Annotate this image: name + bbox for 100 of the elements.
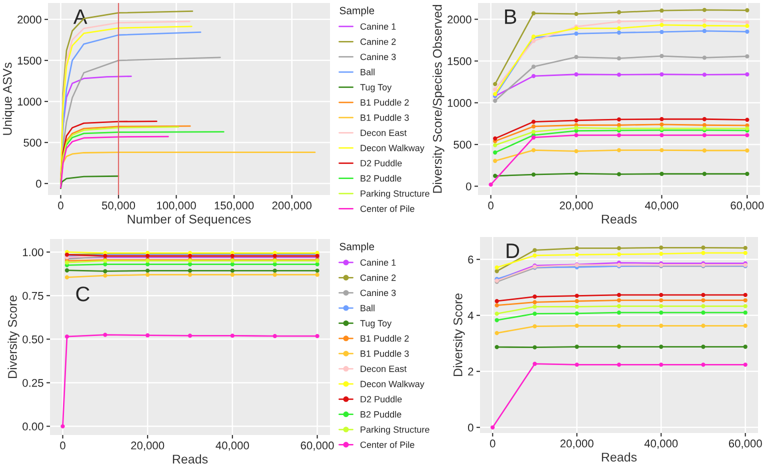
y-tick-label: 6 <box>468 256 474 264</box>
point <box>702 172 707 176</box>
x-tick-label: 200,000 <box>272 202 312 211</box>
x-tick-label: 20,000 <box>560 202 593 211</box>
point <box>315 268 320 273</box>
point <box>230 272 235 277</box>
point <box>745 148 750 153</box>
point <box>493 98 498 103</box>
point <box>616 298 622 302</box>
point <box>145 268 150 273</box>
point <box>574 133 578 138</box>
x-tick-label: 50,000 <box>102 202 136 211</box>
point <box>532 294 537 299</box>
legend-label: Canine 2 <box>360 274 396 281</box>
legend-label: B2 Puddle <box>360 174 402 182</box>
point <box>574 311 579 316</box>
legend-title: Sample <box>340 242 374 252</box>
point <box>743 362 748 367</box>
x-tick-label: 100,000 <box>157 202 196 211</box>
point <box>574 32 578 36</box>
point <box>702 24 707 28</box>
x-tick-label: 60,000 <box>728 440 762 449</box>
x-tick-label: 150,000 <box>214 202 254 211</box>
point <box>531 130 536 134</box>
legend-label: D2 Puddle <box>360 396 402 402</box>
x-tick-label: 0 <box>488 202 494 210</box>
y-tick-label: 2000 <box>448 16 472 24</box>
point <box>616 148 622 152</box>
annotation: C <box>76 286 90 302</box>
point <box>64 334 70 339</box>
point <box>531 172 536 177</box>
y-tick-label: 0.75 <box>22 292 44 300</box>
x-axis-title: Reads <box>602 214 637 224</box>
point <box>702 148 707 153</box>
legend-label: Parking Structure <box>360 426 430 435</box>
point <box>660 172 664 176</box>
point <box>660 22 664 28</box>
point <box>574 72 578 76</box>
point <box>145 333 150 338</box>
x-tick-label: 40,000 <box>644 202 678 211</box>
y-tick-label: 0.25 <box>22 379 44 387</box>
point <box>574 299 579 304</box>
point <box>531 135 536 140</box>
y-axis-title: Diversity Score <box>453 294 465 376</box>
point <box>574 118 578 123</box>
y-tick-label: 0 <box>466 182 472 190</box>
point <box>532 324 537 328</box>
point <box>64 268 70 272</box>
line-series <box>60 136 169 188</box>
point <box>743 298 748 302</box>
x-tick-label: 40,000 <box>644 440 678 449</box>
point <box>702 8 707 12</box>
point <box>660 117 664 122</box>
point <box>660 8 664 13</box>
legend-label: Decon East <box>360 366 407 372</box>
point <box>315 334 320 338</box>
x-axis-title: Reads <box>602 452 637 462</box>
point <box>230 334 235 338</box>
x-tick-label: 0 <box>60 442 66 450</box>
legend-label: Center of Pile <box>360 205 414 212</box>
point <box>660 148 664 152</box>
point <box>230 262 235 266</box>
point <box>702 18 707 23</box>
y-axis-title: Unique ASVs <box>2 62 14 135</box>
point <box>659 252 664 256</box>
point <box>574 126 578 130</box>
point <box>494 312 499 316</box>
y-tick-label: 4 <box>468 312 474 320</box>
point <box>103 269 108 274</box>
point <box>616 310 622 315</box>
y-axis-title: Diversity Score <box>8 296 20 378</box>
point <box>188 334 192 338</box>
y-axis-title: Diversity Score/Species Observed <box>432 4 444 193</box>
y-tick-label: 1.00 <box>22 248 44 256</box>
legend-label: Parking Structure <box>360 190 430 199</box>
x-tick-label: 20,000 <box>131 442 164 451</box>
point <box>616 172 622 176</box>
point <box>616 133 622 138</box>
point <box>616 252 622 256</box>
point <box>659 292 664 298</box>
y-tick-label: 1000 <box>448 99 472 107</box>
y-tick-label: 1500 <box>18 56 42 65</box>
point <box>616 72 622 77</box>
point <box>493 143 498 148</box>
point <box>494 303 499 308</box>
point <box>660 133 664 138</box>
point <box>272 262 277 266</box>
point <box>743 344 748 349</box>
x-axis-title: Number of Sequences <box>128 214 251 226</box>
point <box>659 310 664 315</box>
legend-label: D2 Puddle <box>360 160 402 166</box>
point <box>616 56 622 60</box>
point <box>745 54 750 58</box>
point <box>745 20 750 24</box>
point <box>660 122 664 127</box>
point <box>230 268 235 273</box>
point <box>188 262 192 266</box>
legend-label: Tug Toy <box>360 84 392 92</box>
point <box>103 262 108 266</box>
point <box>574 362 579 367</box>
